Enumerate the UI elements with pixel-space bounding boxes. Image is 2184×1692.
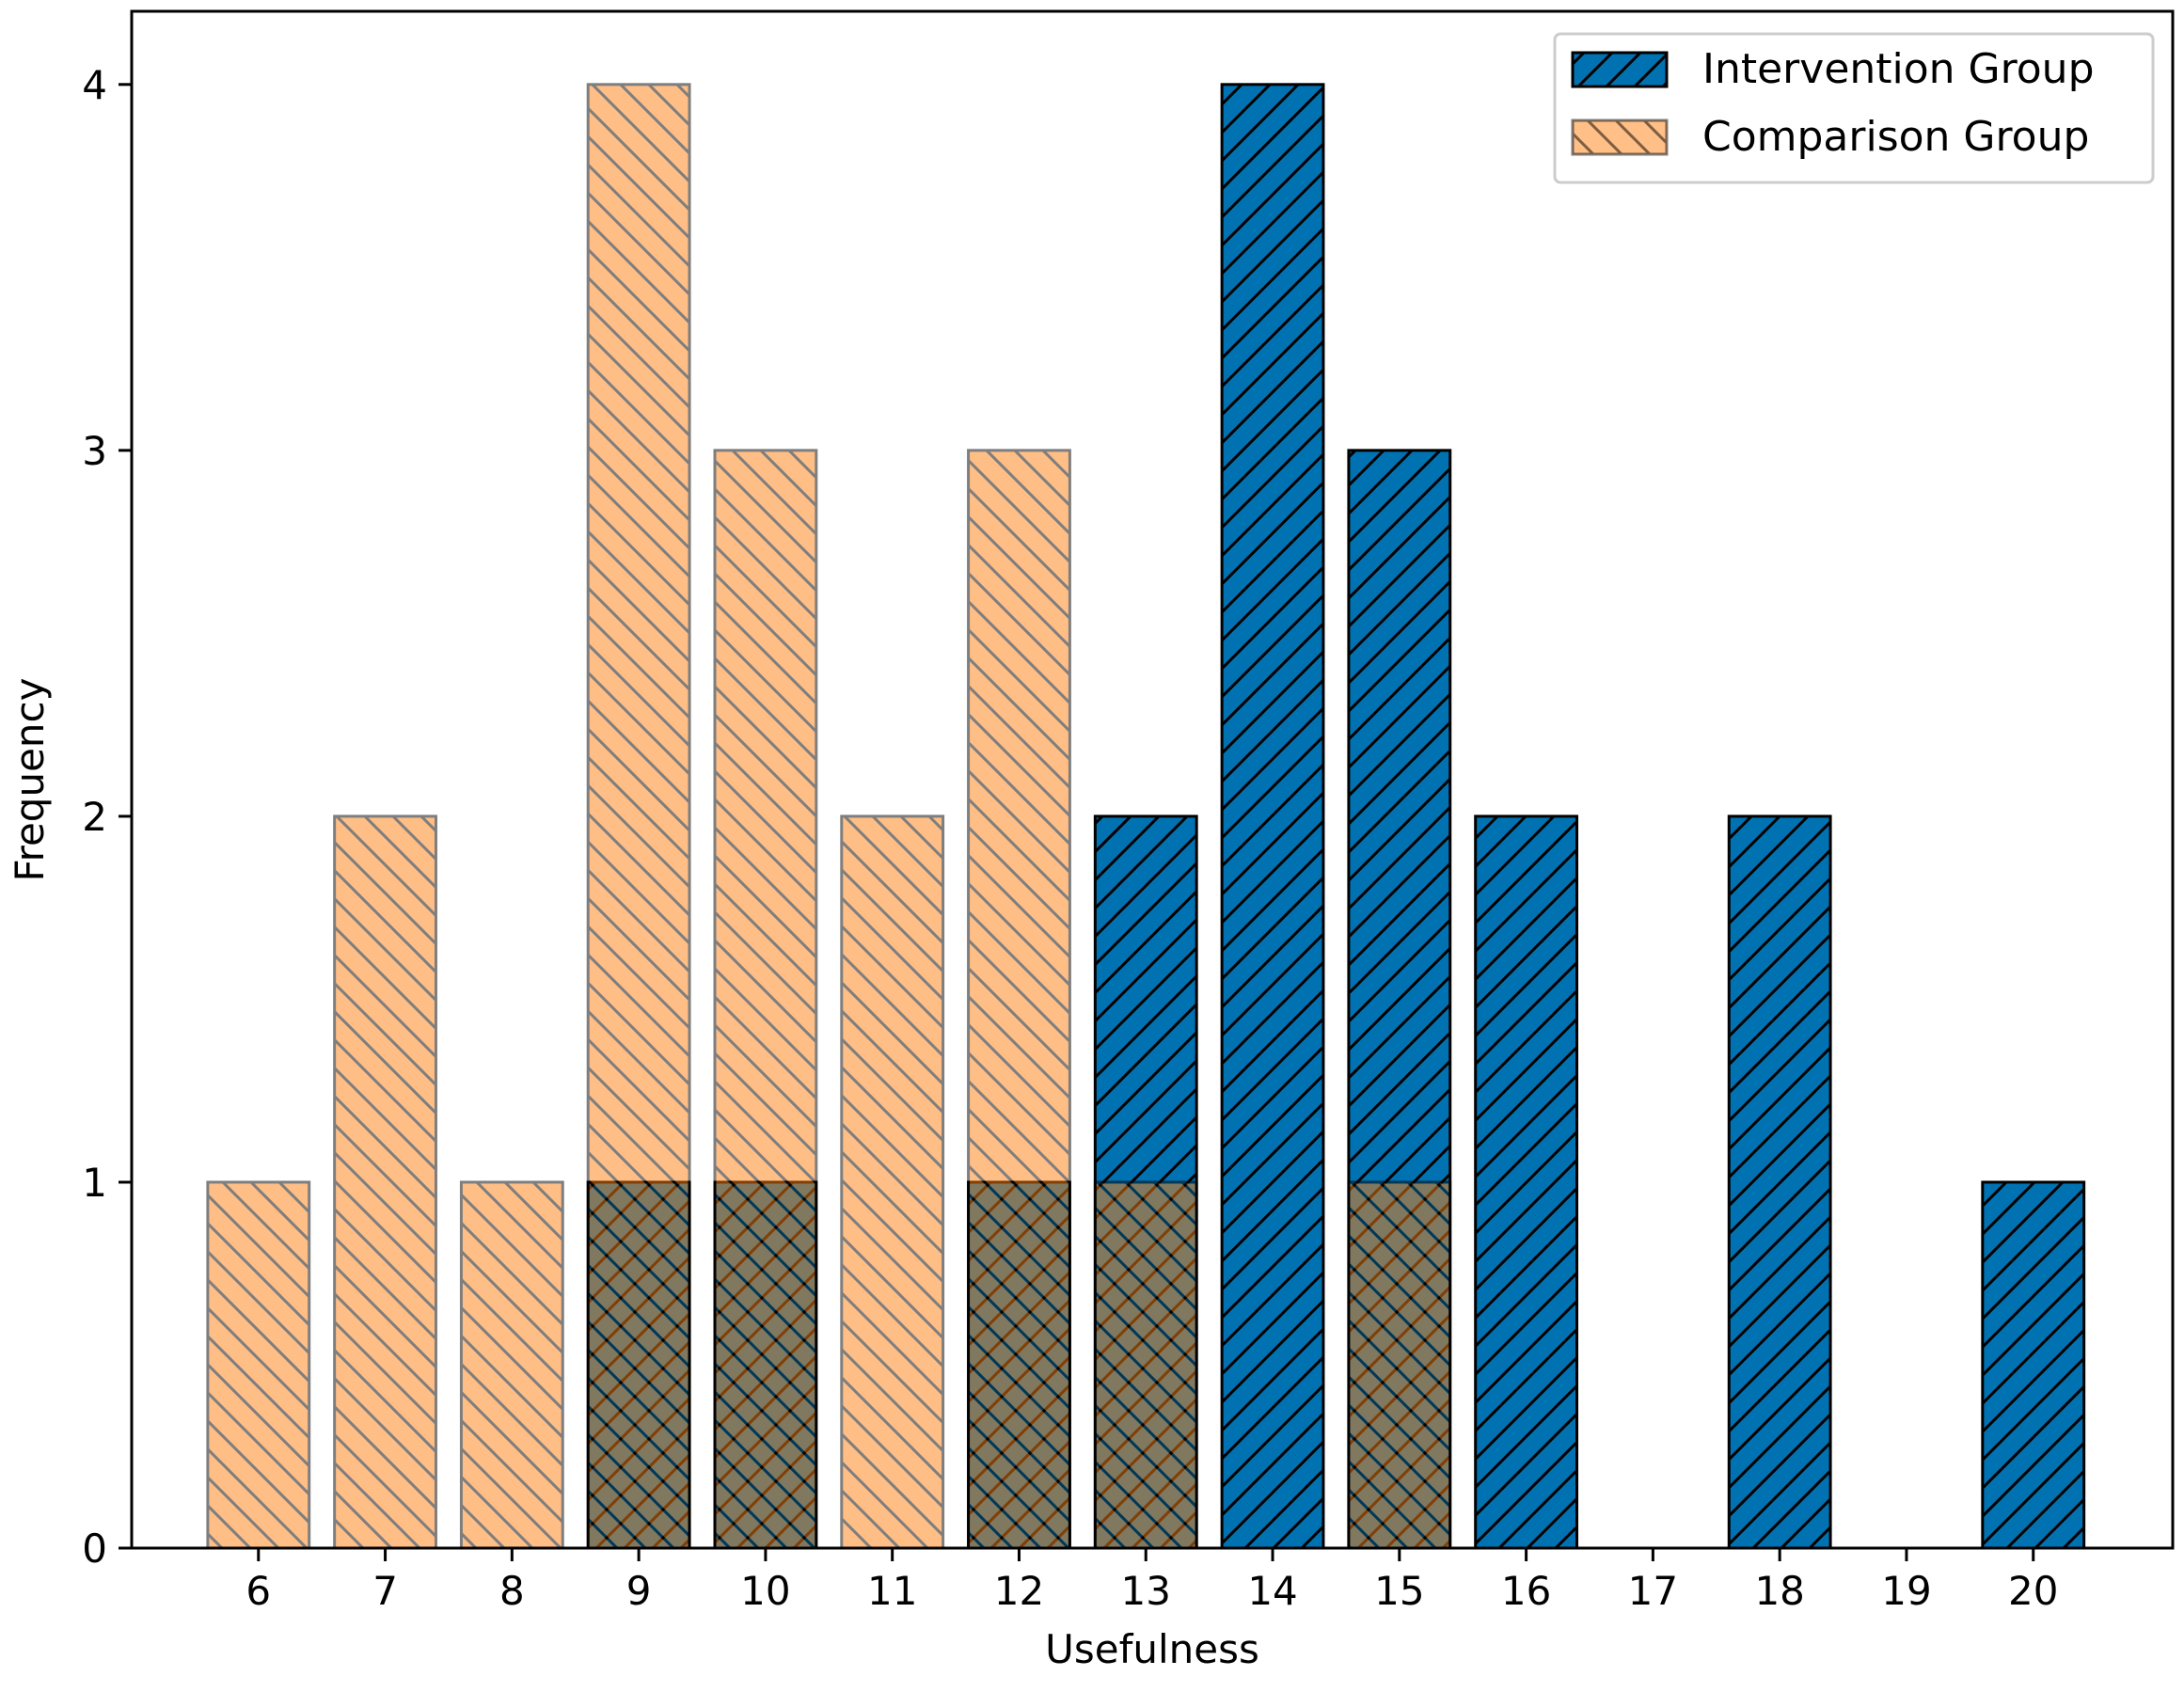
x-tick-label: 17 xyxy=(1628,1568,1678,1614)
bar-comparison-8 xyxy=(459,1180,564,1550)
x-tick-label: 20 xyxy=(2008,1568,2058,1614)
x-tick-label: 12 xyxy=(994,1568,1044,1614)
y-axis-label: Frequency xyxy=(7,678,53,882)
legend-label-intervention: Intervention Group xyxy=(1702,45,2095,93)
comparison-bars xyxy=(206,83,1452,1550)
y-tick-label: 1 xyxy=(82,1160,107,1206)
legend-label-comparison: Comparison Group xyxy=(1702,113,2089,161)
bar-comparison-6 xyxy=(206,1180,311,1550)
x-tick-label: 13 xyxy=(1121,1568,1171,1614)
x-tick-label: 15 xyxy=(1374,1568,1424,1614)
bar-comparison-11 xyxy=(840,814,945,1550)
x-axis-label: Usefulness xyxy=(1045,1626,1259,1672)
x-tick-label: 6 xyxy=(245,1568,271,1614)
bar-comparison-12 xyxy=(967,449,1071,1550)
x-tick-label: 9 xyxy=(626,1568,652,1614)
y-tick-label: 0 xyxy=(82,1526,107,1572)
legend-box xyxy=(1553,32,2155,184)
legend: Intervention Group Comparison Group xyxy=(1553,32,2155,184)
x-tick-label: 8 xyxy=(499,1568,525,1614)
y-tick-label: 2 xyxy=(82,794,107,840)
x-axis-ticks: 6 7 8 9 10 11 12 13 14 15 16 17 18 19 20 xyxy=(245,1548,2058,1614)
x-tick-label: 18 xyxy=(1754,1568,1804,1614)
bar-intervention-14 xyxy=(1220,83,1325,1550)
y-tick-label: 3 xyxy=(82,428,107,474)
x-tick-label: 10 xyxy=(740,1568,790,1614)
x-tick-label: 16 xyxy=(1501,1568,1551,1614)
bar-intervention-18 xyxy=(1727,814,1832,1550)
bar-comparison-9 xyxy=(586,83,691,1550)
bar-intervention-16 xyxy=(1474,814,1579,1550)
plot-frame xyxy=(130,9,2175,1550)
legend-hatch-comparison xyxy=(1571,119,1669,156)
bar-comparison-7 xyxy=(333,814,437,1550)
x-tick-label: 11 xyxy=(867,1568,917,1614)
x-tick-label: 19 xyxy=(1881,1568,1931,1614)
bar-comparison-15 xyxy=(1347,1180,1452,1550)
legend-hatch-intervention xyxy=(1571,51,1669,88)
x-tick-label: 7 xyxy=(372,1568,398,1614)
bar-comparison-10 xyxy=(713,449,818,1550)
bar-intervention-20 xyxy=(1981,1180,2086,1550)
y-tick-label: 4 xyxy=(82,62,107,108)
bar-comparison-13 xyxy=(1093,1180,1198,1550)
y-axis-ticks: 0 1 2 3 4 xyxy=(82,62,132,1572)
x-tick-label: 14 xyxy=(1247,1568,1297,1614)
